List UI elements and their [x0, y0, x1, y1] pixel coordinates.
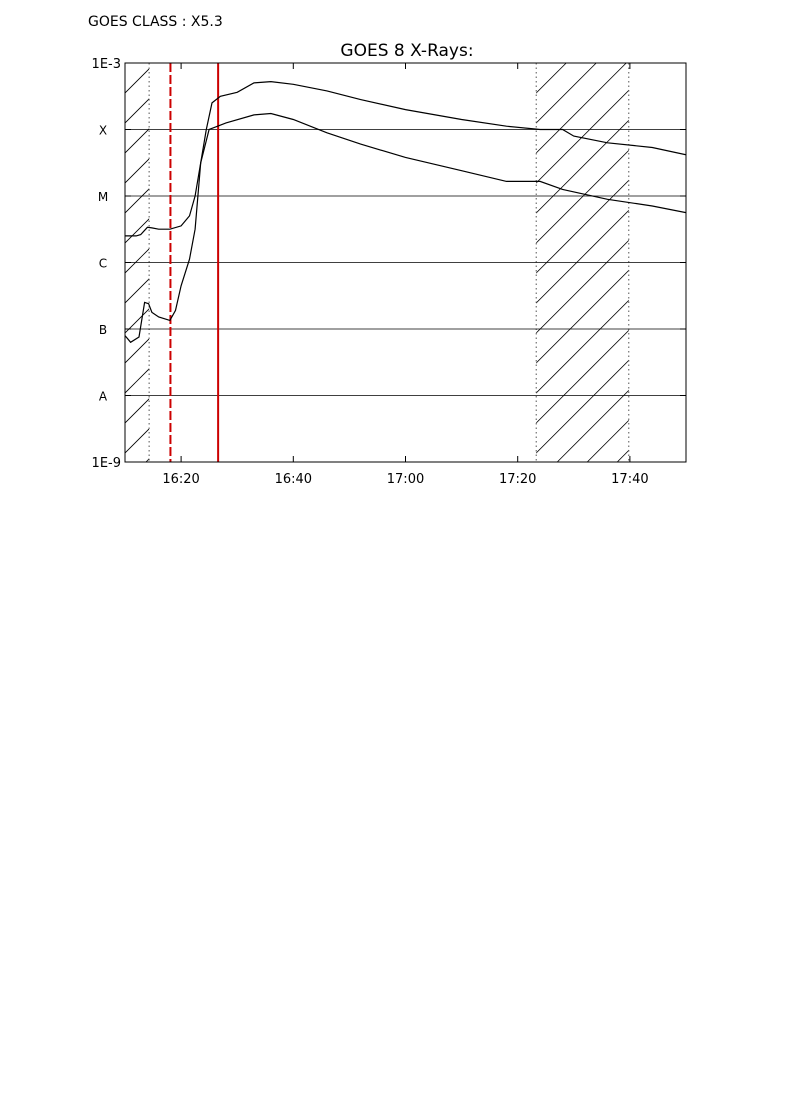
x-tick-label: 16:20 [162, 472, 199, 487]
y-tick-label: C [99, 257, 107, 271]
chart-title: GOES 8 X-Rays: [340, 41, 473, 61]
y-tick-label: 1E-9 [92, 456, 121, 471]
grid-lines [125, 129, 686, 396]
y-tick-label: X [99, 124, 107, 138]
y-tick-label: M [98, 190, 108, 204]
axis-labels: 16:20 16:40 17:00 17:20 17:40 1E-3 X M C B A 1E-9 [92, 57, 649, 487]
x-tick-label: 17:20 [499, 472, 536, 487]
series-line-long-channel [125, 80, 686, 237]
x-tick-label: 17:00 [387, 472, 424, 487]
goes-class-label: GOES CLASS : X5.3 [88, 14, 223, 30]
flare-markers [169, 63, 220, 462]
y-tick-label: B [99, 323, 107, 337]
y-tick-label: 1E-3 [92, 57, 121, 72]
plot-frame [124, 62, 687, 463]
x-tick-label: 16:40 [275, 472, 312, 487]
series-line-short-channel [125, 112, 686, 344]
x-tick-label: 17:40 [611, 472, 648, 487]
series-lines [125, 80, 686, 344]
y-tick-label: A [99, 390, 108, 404]
